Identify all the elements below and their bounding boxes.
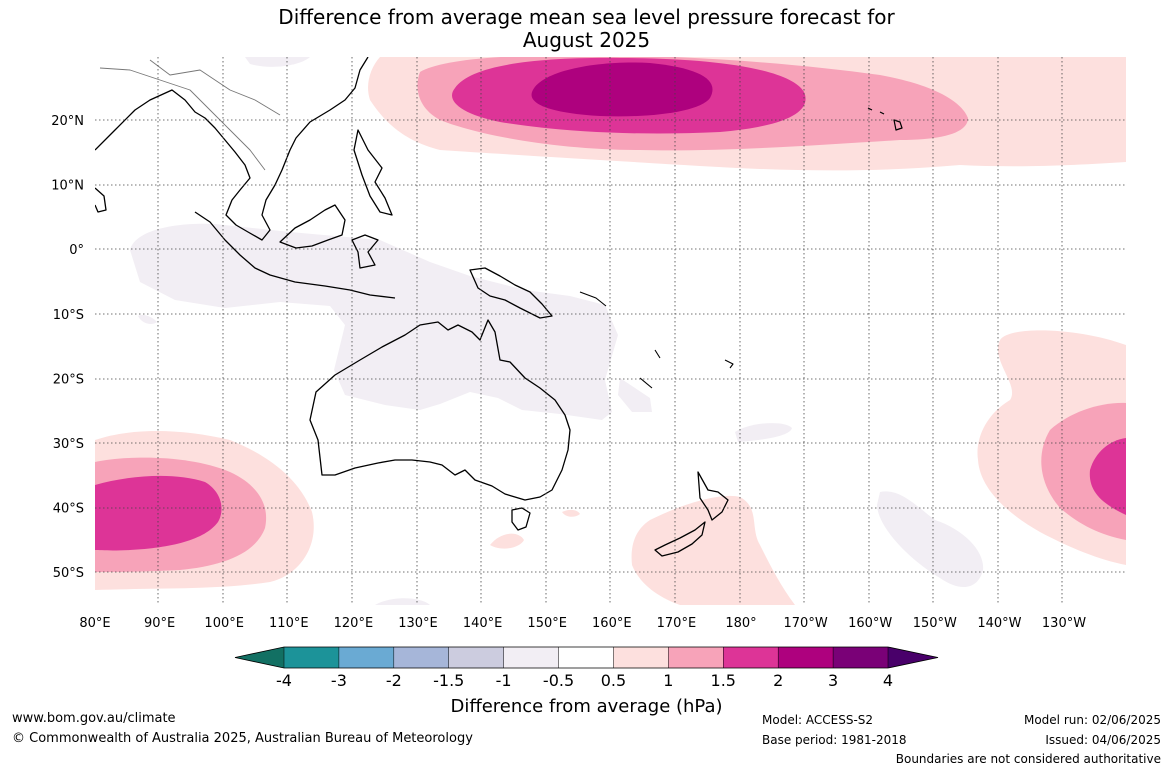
pos-north-2 <box>531 62 713 117</box>
y-tick-label: 20°N <box>51 114 84 129</box>
coastlines <box>95 57 903 557</box>
colorbar-tick-label: -2 <box>386 671 402 690</box>
colorbar-swatch <box>778 647 834 668</box>
x-tick-label: 170°W <box>784 616 828 631</box>
pos-se-1p5 <box>1089 438 1126 515</box>
y-tick-label: 10°N <box>51 179 84 194</box>
y-tick-label: 10°S <box>53 308 84 323</box>
x-tick-label: 140°W <box>977 616 1021 631</box>
coast-tasmania <box>511 507 531 531</box>
colorbar-tick-label: 2 <box>773 671 783 690</box>
colorbar-tick-label: 3 <box>828 671 838 690</box>
colorbar-max-arrow <box>888 647 938 668</box>
neg-region-small-1 <box>735 423 792 442</box>
neg-region-top <box>245 57 310 67</box>
colorbar-tick-label: -0.5 <box>543 671 574 690</box>
colorbar-tick-label: 0.5 <box>601 671 626 690</box>
x-tick-label: 150°E <box>527 616 567 631</box>
pos-small-a <box>490 533 524 549</box>
neg-region-east <box>877 491 984 588</box>
x-tick-label: 80°E <box>79 616 110 631</box>
coast-hawaii <box>867 107 903 131</box>
x-tick-label: 140°E <box>463 616 503 631</box>
colorbar-swatch <box>284 647 340 668</box>
coast-asia-mainland <box>95 57 369 241</box>
coast-india-tip <box>95 187 107 213</box>
colorbar-swatch <box>833 647 889 668</box>
colorbar-swatch <box>613 647 669 668</box>
x-tick-label: 120°E <box>334 616 374 631</box>
x-tick-label: 170°E <box>657 616 697 631</box>
pos-tasman-0p5 <box>631 495 795 605</box>
colorbar-tick-label: 4 <box>883 671 893 690</box>
neg-region-bottom <box>375 598 430 605</box>
anomaly-shading <box>95 57 1126 605</box>
y-tick-label: 20°S <box>53 372 84 387</box>
longitude-labels: 80°E 90°E 100°E 110°E 120°E 130°E 140°E 150°E 16… <box>79 616 1086 631</box>
pos-small-b <box>562 509 580 517</box>
map-title-line1: Difference from average mean sea level p… <box>278 5 895 29</box>
neg-region-maritime <box>130 223 618 420</box>
colorbar-tick-label: -1.5 <box>433 671 464 690</box>
footer-copyright: © Commonwealth of Australia 2025, Austra… <box>12 731 473 746</box>
y-tick-label: 0° <box>69 243 84 258</box>
coast-borders <box>99 59 281 171</box>
neg-region-small-2 <box>618 378 652 412</box>
colorbar-swatch <box>393 647 450 668</box>
footer-model-run: Model run: 02/06/2025 <box>1023 713 1161 727</box>
colorbar-swatch <box>558 647 614 668</box>
x-tick-label: 130°W <box>1042 616 1086 631</box>
colorbar-min-arrow <box>235 647 284 668</box>
y-tick-label: 50°S <box>53 566 84 581</box>
x-tick-label: 100°E <box>204 616 244 631</box>
coast-borneo <box>279 204 346 249</box>
x-tick-label: 110°E <box>269 616 309 631</box>
colorbar-tick-label: -3 <box>331 671 347 690</box>
colorbar-swatch <box>448 647 505 668</box>
footer-base-period: Base period: 1981-2018 <box>762 733 907 747</box>
latitude-labels: 20°N 10°N 0° 10°S 20°S 30°S 40°S 50°S <box>51 114 84 581</box>
coast-new-zealand-south <box>654 521 706 557</box>
footer-model: Model: ACCESS-S2 <box>762 713 874 727</box>
coast-sulawesi <box>351 234 379 269</box>
coast-sumatra-java <box>194 211 396 299</box>
coast-philippines <box>353 129 393 216</box>
colorbar-tick-label: -4 <box>276 671 292 690</box>
colorbar-tick-label: -1 <box>496 671 512 690</box>
coast-new-guinea <box>469 267 553 319</box>
coast-australia <box>309 319 571 501</box>
colorbar-title: Difference from average (hPa) <box>450 696 723 717</box>
colorbar-tick-label: 1.5 <box>711 671 736 690</box>
x-tick-label: 160°E <box>592 616 632 631</box>
colorbar-swatch <box>723 647 779 668</box>
neg-region-speck <box>138 314 157 324</box>
x-tick-label: 150°W <box>913 616 957 631</box>
footer-disclaimer: Boundaries are not considered authoritat… <box>895 752 1161 766</box>
x-tick-label: 180° <box>725 616 756 631</box>
y-tick-label: 30°S <box>53 437 84 452</box>
colorbar-swatch <box>503 647 560 668</box>
pressure-anomaly-map: 80°E 90°E 100°E 110°E 120°E 130°E 140°E 150°E 16… <box>51 57 1126 690</box>
footer-issued: Issued: 04/06/2025 <box>1045 733 1161 747</box>
map-title-line2: August 2025 <box>522 28 651 52</box>
footer-website: www.bom.gov.au/climate <box>12 711 176 726</box>
colorbar-swatch <box>668 647 724 668</box>
colorbar-tick-label: 1 <box>663 671 673 690</box>
coast-pacific-islands <box>579 291 734 389</box>
y-tick-label: 40°S <box>53 502 84 517</box>
x-tick-label: 160°W <box>848 616 892 631</box>
pos-se-1 <box>1041 402 1126 540</box>
colorbar: -4 -3 -2 -1.5 -1 -0.5 0.5 1 1.5 2 3 4 <box>234 646 939 690</box>
coast-new-zealand-north <box>697 471 729 521</box>
graticule <box>95 57 1126 605</box>
colorbar-swatch <box>338 647 395 668</box>
x-tick-label: 130°E <box>398 616 438 631</box>
x-tick-label: 90°E <box>144 616 175 631</box>
